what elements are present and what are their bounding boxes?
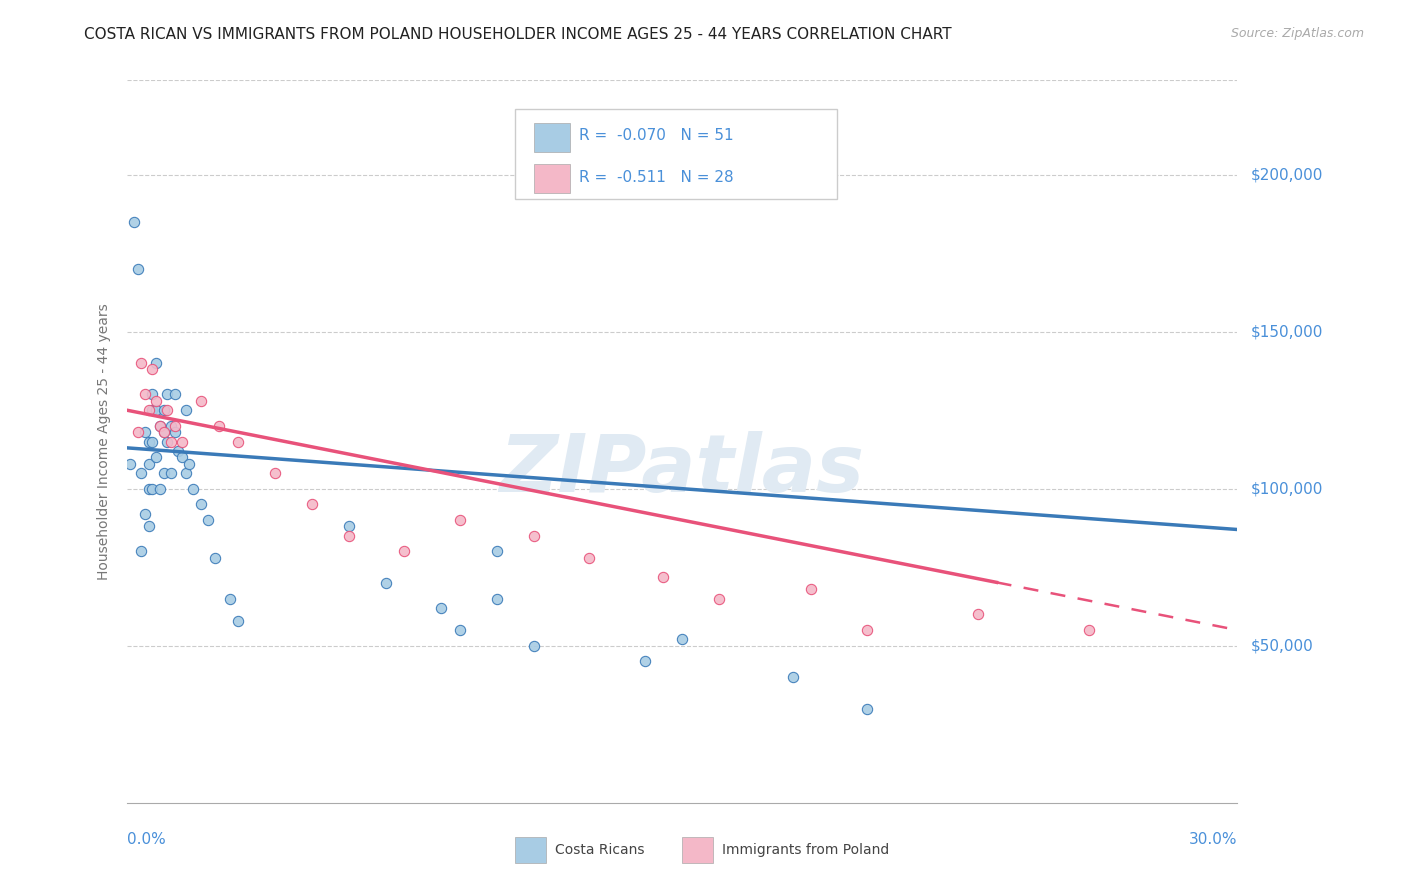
Point <box>634 655 657 669</box>
Point <box>134 425 156 439</box>
Point <box>145 450 167 465</box>
Point <box>160 418 183 433</box>
Point <box>301 497 323 511</box>
Point <box>156 434 179 449</box>
Point <box>156 387 179 401</box>
FancyBboxPatch shape <box>534 122 569 152</box>
Point <box>122 214 145 228</box>
Point <box>967 607 990 622</box>
Point <box>160 434 183 449</box>
Point <box>190 497 212 511</box>
Text: $100,000: $100,000 <box>1251 481 1323 496</box>
Point <box>1078 623 1101 637</box>
Point <box>131 356 153 370</box>
Point <box>138 434 160 449</box>
FancyBboxPatch shape <box>515 109 838 200</box>
Point <box>134 387 156 401</box>
Point <box>145 356 167 370</box>
Point <box>337 519 360 533</box>
Point <box>174 466 197 480</box>
Point <box>172 450 194 465</box>
Point <box>485 591 508 606</box>
Text: Immigrants from Poland: Immigrants from Poland <box>721 843 889 856</box>
Point <box>152 425 174 439</box>
Point <box>800 582 823 597</box>
Point <box>149 482 172 496</box>
Point <box>134 507 156 521</box>
FancyBboxPatch shape <box>682 837 713 863</box>
Point <box>152 403 174 417</box>
Point <box>149 418 172 433</box>
Point <box>141 403 163 417</box>
Point <box>707 591 730 606</box>
Point <box>219 591 242 606</box>
Point <box>394 544 416 558</box>
Point <box>523 639 546 653</box>
Text: $150,000: $150,000 <box>1251 324 1323 339</box>
Point <box>174 403 197 417</box>
Point <box>181 482 204 496</box>
Point <box>149 418 172 433</box>
Point <box>485 544 508 558</box>
FancyBboxPatch shape <box>515 837 547 863</box>
Point <box>141 482 163 496</box>
Point <box>152 466 174 480</box>
Text: $200,000: $200,000 <box>1251 167 1323 182</box>
Text: 30.0%: 30.0% <box>1189 831 1237 847</box>
Point <box>138 457 160 471</box>
Point <box>263 466 285 480</box>
Point <box>138 519 160 533</box>
Point <box>145 403 167 417</box>
Point <box>523 529 546 543</box>
FancyBboxPatch shape <box>534 164 569 193</box>
Text: 0.0%: 0.0% <box>127 831 166 847</box>
Point <box>652 569 675 583</box>
Text: R =  -0.511   N = 28: R = -0.511 N = 28 <box>579 169 734 185</box>
Text: ZIPatlas: ZIPatlas <box>499 432 865 509</box>
Point <box>449 513 471 527</box>
Point <box>449 623 471 637</box>
Point <box>127 261 149 276</box>
Point <box>190 393 212 408</box>
Point <box>226 614 249 628</box>
Point <box>145 393 167 408</box>
Point <box>163 418 186 433</box>
Point <box>671 632 693 647</box>
Point <box>179 457 201 471</box>
Point <box>152 425 174 439</box>
Point <box>160 466 183 480</box>
Point <box>856 701 879 715</box>
Point <box>172 434 194 449</box>
Text: COSTA RICAN VS IMMIGRANTS FROM POLAND HOUSEHOLDER INCOME AGES 25 - 44 YEARS CORR: COSTA RICAN VS IMMIGRANTS FROM POLAND HO… <box>84 27 952 42</box>
Point <box>578 550 600 565</box>
Point <box>856 623 879 637</box>
Point <box>782 670 804 684</box>
Text: Source: ZipAtlas.com: Source: ZipAtlas.com <box>1230 27 1364 40</box>
Y-axis label: Householder Income Ages 25 - 44 years: Householder Income Ages 25 - 44 years <box>97 303 111 580</box>
Point <box>374 575 396 590</box>
Text: R =  -0.070   N = 51: R = -0.070 N = 51 <box>579 128 734 143</box>
Point <box>226 434 249 449</box>
Point <box>197 513 219 527</box>
Point <box>127 425 149 439</box>
Text: Costa Ricans: Costa Ricans <box>555 843 645 856</box>
Point <box>131 466 153 480</box>
Point <box>208 418 231 433</box>
Point <box>141 362 163 376</box>
Point <box>163 387 186 401</box>
Point <box>138 403 160 417</box>
Point <box>156 403 179 417</box>
Point <box>337 529 360 543</box>
Point <box>430 601 453 615</box>
Point <box>167 444 190 458</box>
Point <box>131 544 153 558</box>
Point <box>163 425 186 439</box>
Point <box>138 482 160 496</box>
Point <box>141 434 163 449</box>
Point <box>141 387 163 401</box>
Point <box>120 457 142 471</box>
Point <box>204 550 226 565</box>
Text: $50,000: $50,000 <box>1251 639 1315 653</box>
